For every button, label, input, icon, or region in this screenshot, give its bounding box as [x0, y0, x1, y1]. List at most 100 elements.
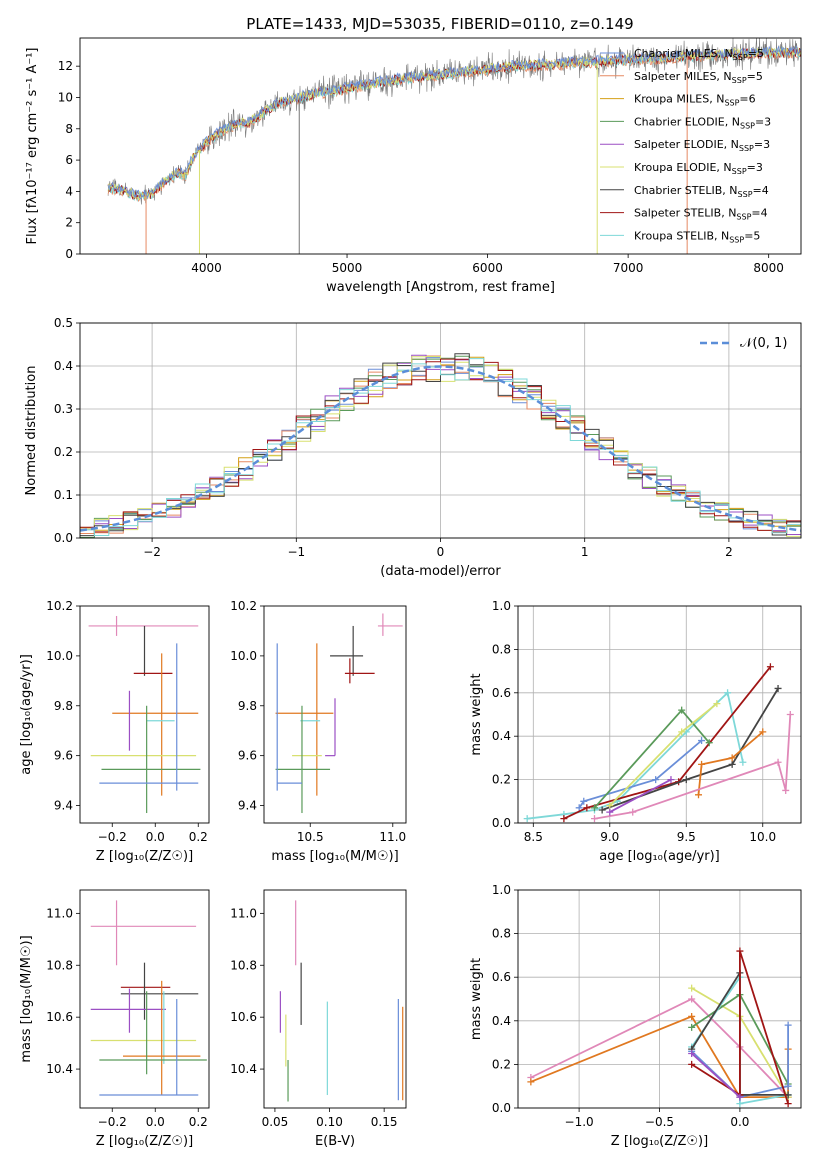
- mass-weight-marker: [652, 776, 660, 784]
- x-tick-label: 0.05: [262, 1115, 289, 1129]
- y-tick-label: 11.0: [46, 906, 73, 920]
- mass-weight-marker: [688, 1023, 696, 1031]
- x-tick-label: −1: [287, 545, 305, 559]
- x-tick-label: 0.0: [146, 830, 165, 844]
- residuals-panel: −2 −1 0 1 2 0.0 0.1 0.2 0.3 0.4 0.5 (data-model)/er…: [24, 316, 802, 579]
- mass-weight-marker: [739, 758, 747, 766]
- y-tick-label: 0.4: [492, 729, 511, 743]
- mass-weight-line: [563, 666, 772, 820]
- z_mass-panel: −0.2 0.0 0.2 10.4 10.6 10.8 11.0 Z [log₁₀(Z/Z☉)…: [19, 889, 210, 1149]
- x-tick-label: 10.5: [297, 830, 324, 844]
- residuals-legend: 𝒩(0, 1): [700, 336, 787, 351]
- x-tick-label: 9.5: [677, 830, 696, 844]
- mass-weight-marker: [713, 700, 721, 708]
- z_mass-errorbars: [90, 900, 207, 1096]
- mass-weight-line: [697, 731, 764, 795]
- x-tick-label: 0.2: [189, 1115, 208, 1129]
- z_age-errorbars: [88, 615, 201, 814]
- y-tick-label: 0.0: [54, 531, 73, 545]
- y-tick-label: 9.8: [54, 699, 73, 713]
- x-axis-label: age [log₁₀(age/yr)]: [599, 849, 720, 864]
- mass-weight-line: [527, 691, 744, 820]
- residual-histograms: [80, 353, 801, 538]
- mass-weight-marker: [678, 728, 686, 736]
- y-tick-label: 10.8: [230, 958, 257, 972]
- y-axis-label: age [log₁₀(age/yr)]: [19, 654, 34, 775]
- legend-label: Kroupa ELODIE, NSSP=3: [634, 161, 763, 176]
- legend-subscript: SSP: [724, 99, 739, 108]
- mass-weight-marker: [688, 995, 696, 1003]
- spectrum-legend: Chabrier MILES, NSSP=5 Salpeter MILES, NS…: [600, 47, 771, 244]
- mass-weight-marker: [728, 760, 736, 768]
- y-tick-label: 10.6: [46, 1010, 73, 1024]
- legend-label: Salpeter MILES, NSSP=5: [634, 70, 763, 85]
- normal-distribution-curve: [80, 365, 801, 532]
- legend-subscript: SSP: [736, 213, 751, 222]
- y-tick-label: 9.4: [54, 799, 73, 813]
- mass-weight-marker: [736, 1093, 744, 1101]
- mass-weight-marker: [698, 760, 706, 768]
- mass-weight-marker: [774, 758, 782, 766]
- mass-weight-marker: [688, 984, 696, 992]
- plot-frame: [263, 605, 407, 824]
- y-axis-label: mass weight: [469, 673, 484, 755]
- legend-subscript: SSP: [733, 53, 748, 62]
- y-tick-label: 0.4: [492, 1014, 511, 1028]
- x-tick-label: 8000: [753, 261, 784, 275]
- legend-subscript: SSP: [740, 121, 755, 130]
- y-tick-label: 10.8: [46, 958, 73, 972]
- mass-weight-marker: [698, 737, 706, 745]
- x-tick-label: 5000: [332, 261, 363, 275]
- x-tick-label: 4000: [191, 261, 222, 275]
- y-axis-label: Flux [fλ10⁻¹⁷ erg cm⁻² s⁻¹ A⁻¹]: [25, 48, 40, 245]
- legend-value: =3: [754, 138, 770, 151]
- plot-frame: [79, 889, 210, 1109]
- y-tick-label: 10: [58, 90, 73, 104]
- mass-weight-marker: [580, 797, 588, 805]
- mass-weight-marker: [766, 663, 774, 671]
- mass-weight-marker: [575, 804, 583, 812]
- mass-weight-marker: [759, 728, 767, 736]
- y-tick-label: 12: [58, 59, 73, 73]
- figure-title: PLATE=1433, MJD=53035, FIBERID=0110, z=0…: [246, 15, 633, 33]
- mass-weight-line: [691, 950, 789, 1104]
- y-tick-label: 0.0: [492, 816, 511, 830]
- mass-weight-marker: [590, 815, 598, 823]
- x-tick-label: 2: [725, 545, 733, 559]
- x-tick-label: 9.0: [600, 830, 619, 844]
- mass-weight-marker: [606, 802, 614, 810]
- z_massweight-series: [527, 947, 792, 1108]
- mass-weight-marker: [695, 791, 703, 799]
- y-tick-label: 0.4: [54, 359, 73, 373]
- residual-histogram-step: [80, 358, 801, 538]
- x-tick-label: 0.15: [371, 1115, 398, 1129]
- y-tick-label: 10.2: [46, 599, 73, 613]
- mass-weight-marker: [688, 1012, 696, 1020]
- plot-frame: [517, 889, 802, 1109]
- x-tick-label: −2: [143, 545, 161, 559]
- mass-weight-marker: [782, 786, 790, 794]
- spectrum-series: [107, 38, 801, 254]
- x-tick-label: 0.0: [730, 1115, 749, 1129]
- mass-weight-marker: [629, 808, 637, 816]
- mass-weight-marker: [784, 1082, 792, 1090]
- mass-weight-marker: [598, 806, 606, 814]
- legend-label: Salpeter STELIB, NSSP=4: [634, 207, 768, 222]
- mass-weight-marker: [606, 808, 614, 816]
- mass-weight-marker: [705, 739, 713, 747]
- y-tick-label: 6: [65, 153, 73, 167]
- ebv_mass-errorbars: [279, 900, 404, 1102]
- mass-weight-line: [578, 739, 703, 809]
- z_massweight-panel: −1.0 −0.5 0.0 0.0 0.2 0.4 0.6 0.8 1.0 Z [log₁₀(Z/…: [469, 883, 802, 1149]
- legend-value: =4: [751, 207, 767, 220]
- legend-subscript: SSP: [729, 235, 744, 244]
- y-tick-label: 9.6: [238, 749, 257, 763]
- x-tick-label: 10.0: [749, 830, 776, 844]
- legend-label: Salpeter ELODIE, NSSP=3: [634, 138, 770, 153]
- plot-frame: [79, 605, 210, 824]
- model-spectrum-line: [107, 45, 801, 200]
- legend-label: Kroupa STELIB, NSSP=5: [634, 229, 760, 244]
- legend-value: =4: [753, 184, 769, 197]
- mass-weight-line: [691, 1052, 741, 1098]
- plot-frame: [79, 322, 802, 539]
